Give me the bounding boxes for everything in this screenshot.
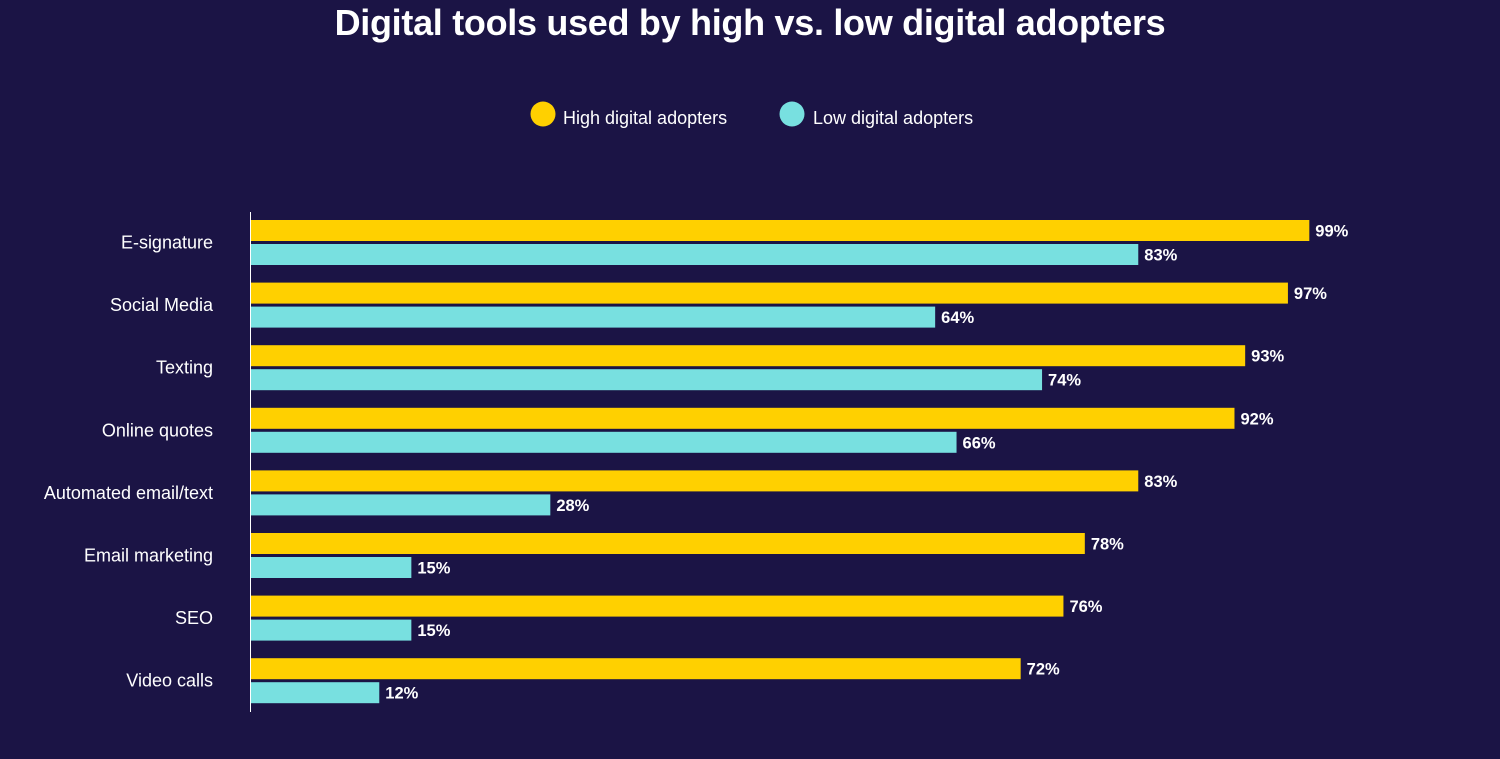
bar-low <box>251 557 412 578</box>
data-label-low: 28% <box>556 497 589 515</box>
data-label-high: 83% <box>1144 473 1177 491</box>
bar-high <box>251 533 1085 554</box>
legend-label-high: High digital adopters <box>563 108 727 128</box>
category-label: Video calls <box>126 671 213 691</box>
bar-high <box>251 470 1139 492</box>
bar-low <box>251 306 936 328</box>
category-label: SEO <box>175 608 213 628</box>
data-label-high: 92% <box>1240 410 1273 428</box>
category-label: Online quotes <box>102 420 213 440</box>
data-label-low: 74% <box>1048 372 1081 390</box>
bar-high <box>251 658 1021 680</box>
data-label-high: 93% <box>1251 348 1284 366</box>
data-label-low: 15% <box>417 622 450 640</box>
data-label-low: 12% <box>385 685 418 703</box>
chart-title: Digital tools used by high vs. low digit… <box>334 2 1166 43</box>
data-label-high: 76% <box>1069 598 1102 616</box>
bar-high <box>251 407 1235 429</box>
data-label-low: 83% <box>1144 247 1177 265</box>
legend-marker-high <box>530 101 556 127</box>
data-label-high: 72% <box>1027 661 1060 679</box>
data-label-low: 66% <box>963 434 996 452</box>
data-label-high: 99% <box>1315 223 1348 241</box>
bar-high <box>251 282 1288 304</box>
category-label: Automated email/text <box>44 483 213 503</box>
data-label-low: 15% <box>417 560 450 578</box>
legend-label-low: Low digital adopters <box>813 108 973 128</box>
bar-high <box>251 345 1246 367</box>
bar-low <box>251 431 957 453</box>
data-label-high: 78% <box>1091 536 1124 554</box>
bar-low <box>251 244 1139 265</box>
bar-low <box>251 619 412 641</box>
data-label-high: 97% <box>1294 285 1327 303</box>
category-label: Email marketing <box>84 546 213 566</box>
category-label: Social Media <box>110 295 214 315</box>
category-label: Texting <box>156 358 213 378</box>
bar-high <box>251 220 1310 241</box>
legend-marker-low <box>779 101 805 127</box>
category-label: E-signature <box>121 233 213 253</box>
data-label-low: 64% <box>941 309 974 327</box>
bar-low <box>251 494 551 516</box>
bar-high <box>251 595 1064 617</box>
bar-low <box>251 369 1043 391</box>
bar-low <box>251 682 380 704</box>
